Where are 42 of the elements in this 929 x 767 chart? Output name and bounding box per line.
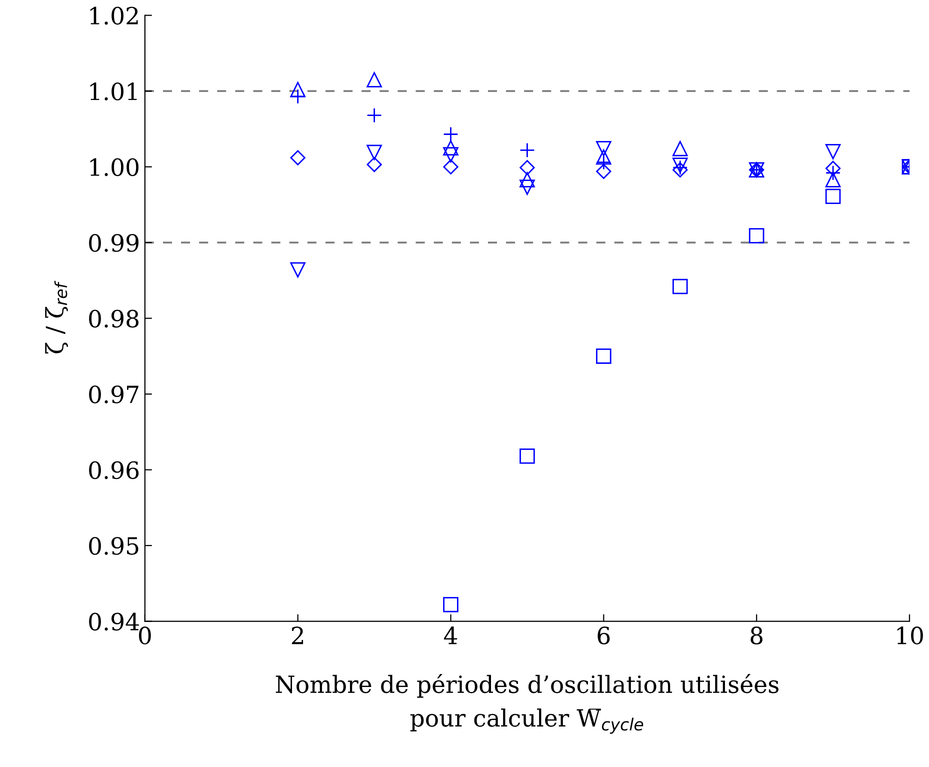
y-tick-label: 1.01 bbox=[90, 82, 137, 100]
y-tick-label: 0.99 bbox=[89, 234, 138, 252]
x-tick-label: 0 bbox=[138, 626, 151, 644]
point bbox=[366, 144, 382, 160]
point bbox=[672, 278, 688, 294]
x-tick-label: 8 bbox=[750, 626, 762, 644]
point bbox=[366, 72, 382, 88]
x-tick-label: 2 bbox=[292, 626, 304, 644]
y-tick-label: 1.00 bbox=[90, 158, 138, 176]
y-tick-label: 0.96 bbox=[89, 461, 139, 480]
point bbox=[443, 159, 458, 174]
point bbox=[596, 164, 612, 179]
point bbox=[443, 596, 458, 612]
point bbox=[825, 144, 841, 160]
point bbox=[825, 188, 841, 204]
point bbox=[366, 156, 382, 172]
y-tick-label: 0.98 bbox=[89, 310, 138, 328]
point bbox=[443, 147, 458, 162]
point bbox=[290, 82, 306, 98]
x-tick-label: 10 bbox=[897, 626, 923, 644]
y-tick-label: 0.94 bbox=[89, 612, 139, 631]
x-tick-label: 4 bbox=[444, 626, 458, 644]
point bbox=[672, 141, 688, 156]
x-tick-label: 6 bbox=[598, 626, 610, 644]
point bbox=[748, 228, 764, 244]
point bbox=[520, 160, 535, 176]
point bbox=[596, 141, 612, 156]
x-axis-title: Nombre de périodes d’oscillation utilisées pour calculer W̅$_{cycle}$ bbox=[276, 674, 778, 734]
point bbox=[596, 149, 612, 165]
point bbox=[520, 172, 535, 188]
y-tick-label: 0.95 bbox=[89, 536, 138, 555]
point bbox=[520, 180, 535, 195]
y-tick-label: 1.02 bbox=[90, 6, 138, 25]
y-tick-label: 0.97 bbox=[89, 385, 138, 404]
point bbox=[290, 262, 306, 278]
point bbox=[596, 348, 612, 364]
point bbox=[290, 150, 306, 166]
point bbox=[443, 140, 458, 156]
point bbox=[825, 172, 841, 188]
point bbox=[825, 160, 841, 176]
y-axis-title: ζ / ζ$_{ref}$ bbox=[45, 280, 68, 354]
point bbox=[520, 448, 535, 464]
